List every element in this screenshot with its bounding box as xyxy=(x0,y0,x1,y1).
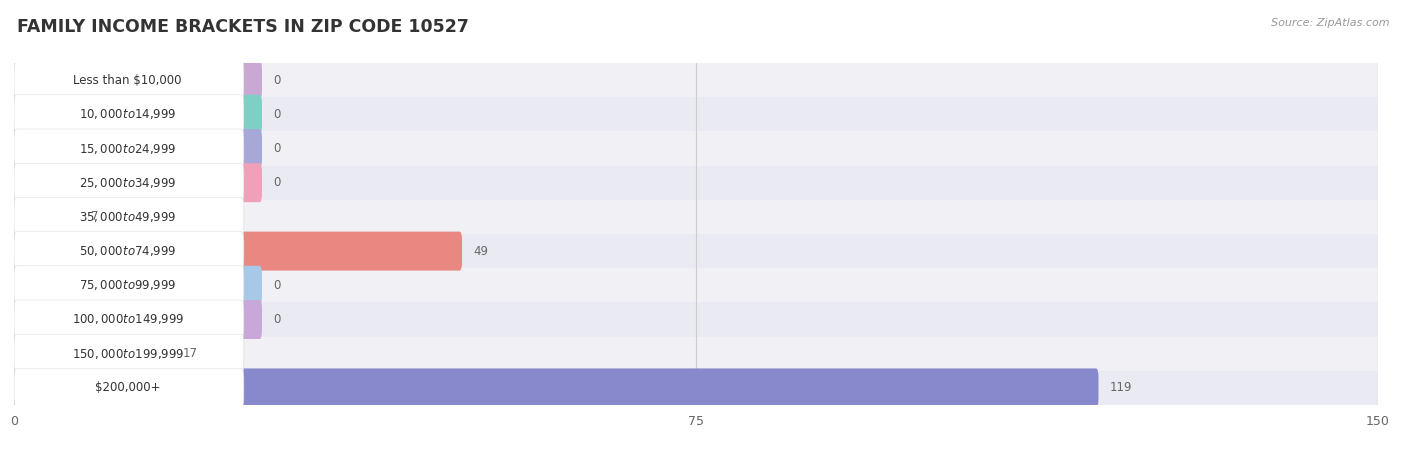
FancyBboxPatch shape xyxy=(14,232,243,270)
Text: 0: 0 xyxy=(273,74,281,86)
Text: 119: 119 xyxy=(1109,382,1132,394)
FancyBboxPatch shape xyxy=(14,369,243,407)
FancyBboxPatch shape xyxy=(14,129,262,168)
FancyBboxPatch shape xyxy=(14,61,243,99)
FancyBboxPatch shape xyxy=(14,198,80,236)
FancyBboxPatch shape xyxy=(14,163,243,202)
Text: 0: 0 xyxy=(273,279,281,292)
Text: $75,000 to $99,999: $75,000 to $99,999 xyxy=(79,278,176,293)
Bar xyxy=(14,234,1378,268)
Bar xyxy=(14,268,1378,302)
FancyBboxPatch shape xyxy=(14,300,262,339)
Bar xyxy=(14,200,1378,234)
Bar xyxy=(14,302,1378,337)
Text: $50,000 to $74,999: $50,000 to $74,999 xyxy=(79,244,176,258)
Bar xyxy=(14,131,1378,166)
FancyBboxPatch shape xyxy=(14,334,172,373)
FancyBboxPatch shape xyxy=(14,95,243,134)
FancyBboxPatch shape xyxy=(14,163,262,202)
Bar xyxy=(14,166,1378,200)
Bar xyxy=(14,97,1378,131)
Text: Less than $10,000: Less than $10,000 xyxy=(73,74,181,86)
FancyBboxPatch shape xyxy=(14,266,243,305)
Text: $15,000 to $24,999: $15,000 to $24,999 xyxy=(79,141,176,156)
FancyBboxPatch shape xyxy=(14,198,243,236)
FancyBboxPatch shape xyxy=(14,129,243,168)
Text: 49: 49 xyxy=(474,245,488,257)
FancyBboxPatch shape xyxy=(14,61,262,99)
Text: FAMILY INCOME BRACKETS IN ZIP CODE 10527: FAMILY INCOME BRACKETS IN ZIP CODE 10527 xyxy=(17,18,468,36)
Text: $35,000 to $49,999: $35,000 to $49,999 xyxy=(79,210,176,224)
Bar xyxy=(14,371,1378,405)
FancyBboxPatch shape xyxy=(14,300,243,339)
Text: $25,000 to $34,999: $25,000 to $34,999 xyxy=(79,176,176,190)
Text: $200,000+: $200,000+ xyxy=(96,382,160,394)
Text: 17: 17 xyxy=(183,347,197,360)
Text: 0: 0 xyxy=(273,108,281,121)
FancyBboxPatch shape xyxy=(14,334,243,373)
FancyBboxPatch shape xyxy=(14,266,262,305)
FancyBboxPatch shape xyxy=(14,369,1098,407)
Text: $150,000 to $199,999: $150,000 to $199,999 xyxy=(72,346,184,361)
FancyBboxPatch shape xyxy=(14,232,463,270)
Text: $100,000 to $149,999: $100,000 to $149,999 xyxy=(72,312,184,327)
Text: Source: ZipAtlas.com: Source: ZipAtlas.com xyxy=(1271,18,1389,28)
Text: 0: 0 xyxy=(273,313,281,326)
Bar xyxy=(14,63,1378,97)
Text: 0: 0 xyxy=(273,142,281,155)
Text: $10,000 to $14,999: $10,000 to $14,999 xyxy=(79,107,176,122)
Text: 7: 7 xyxy=(91,211,98,223)
Text: 0: 0 xyxy=(273,176,281,189)
Bar xyxy=(14,337,1378,371)
FancyBboxPatch shape xyxy=(14,95,262,134)
